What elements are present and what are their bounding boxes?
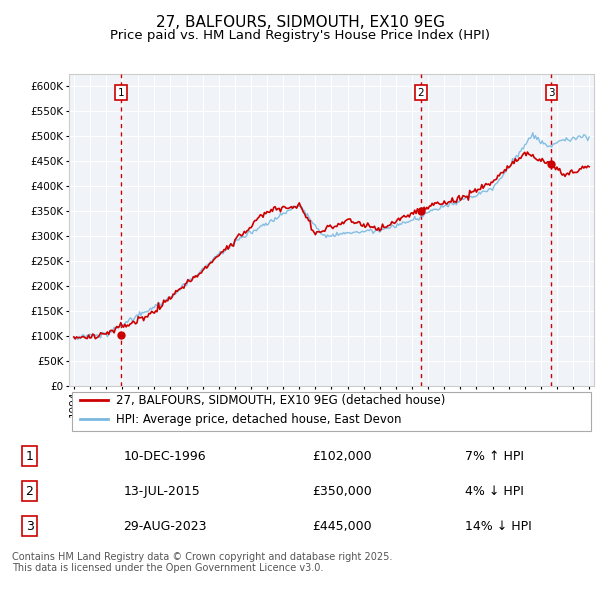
Text: 3: 3 <box>548 88 555 98</box>
Text: 10-DEC-1996: 10-DEC-1996 <box>124 450 206 463</box>
Text: £445,000: £445,000 <box>312 520 371 533</box>
Text: 7% ↑ HPI: 7% ↑ HPI <box>464 450 524 463</box>
Text: Price paid vs. HM Land Registry's House Price Index (HPI): Price paid vs. HM Land Registry's House … <box>110 30 490 42</box>
Text: 4% ↓ HPI: 4% ↓ HPI <box>464 484 524 498</box>
Text: £350,000: £350,000 <box>312 484 371 498</box>
Text: 2: 2 <box>26 484 34 498</box>
FancyBboxPatch shape <box>71 392 592 431</box>
Text: 13-JUL-2015: 13-JUL-2015 <box>124 484 200 498</box>
Text: 1: 1 <box>118 88 124 98</box>
Text: 2: 2 <box>418 88 424 98</box>
Text: HPI: Average price, detached house, East Devon: HPI: Average price, detached house, East… <box>116 412 402 425</box>
Text: 27, BALFOURS, SIDMOUTH, EX10 9EG (detached house): 27, BALFOURS, SIDMOUTH, EX10 9EG (detach… <box>116 394 446 407</box>
Text: £102,000: £102,000 <box>312 450 371 463</box>
Text: 29-AUG-2023: 29-AUG-2023 <box>124 520 207 533</box>
Text: 14% ↓ HPI: 14% ↓ HPI <box>464 520 532 533</box>
Text: 27, BALFOURS, SIDMOUTH, EX10 9EG: 27, BALFOURS, SIDMOUTH, EX10 9EG <box>155 15 445 30</box>
Text: Contains HM Land Registry data © Crown copyright and database right 2025.
This d: Contains HM Land Registry data © Crown c… <box>12 552 392 573</box>
Text: 3: 3 <box>26 520 34 533</box>
Text: 1: 1 <box>26 450 34 463</box>
